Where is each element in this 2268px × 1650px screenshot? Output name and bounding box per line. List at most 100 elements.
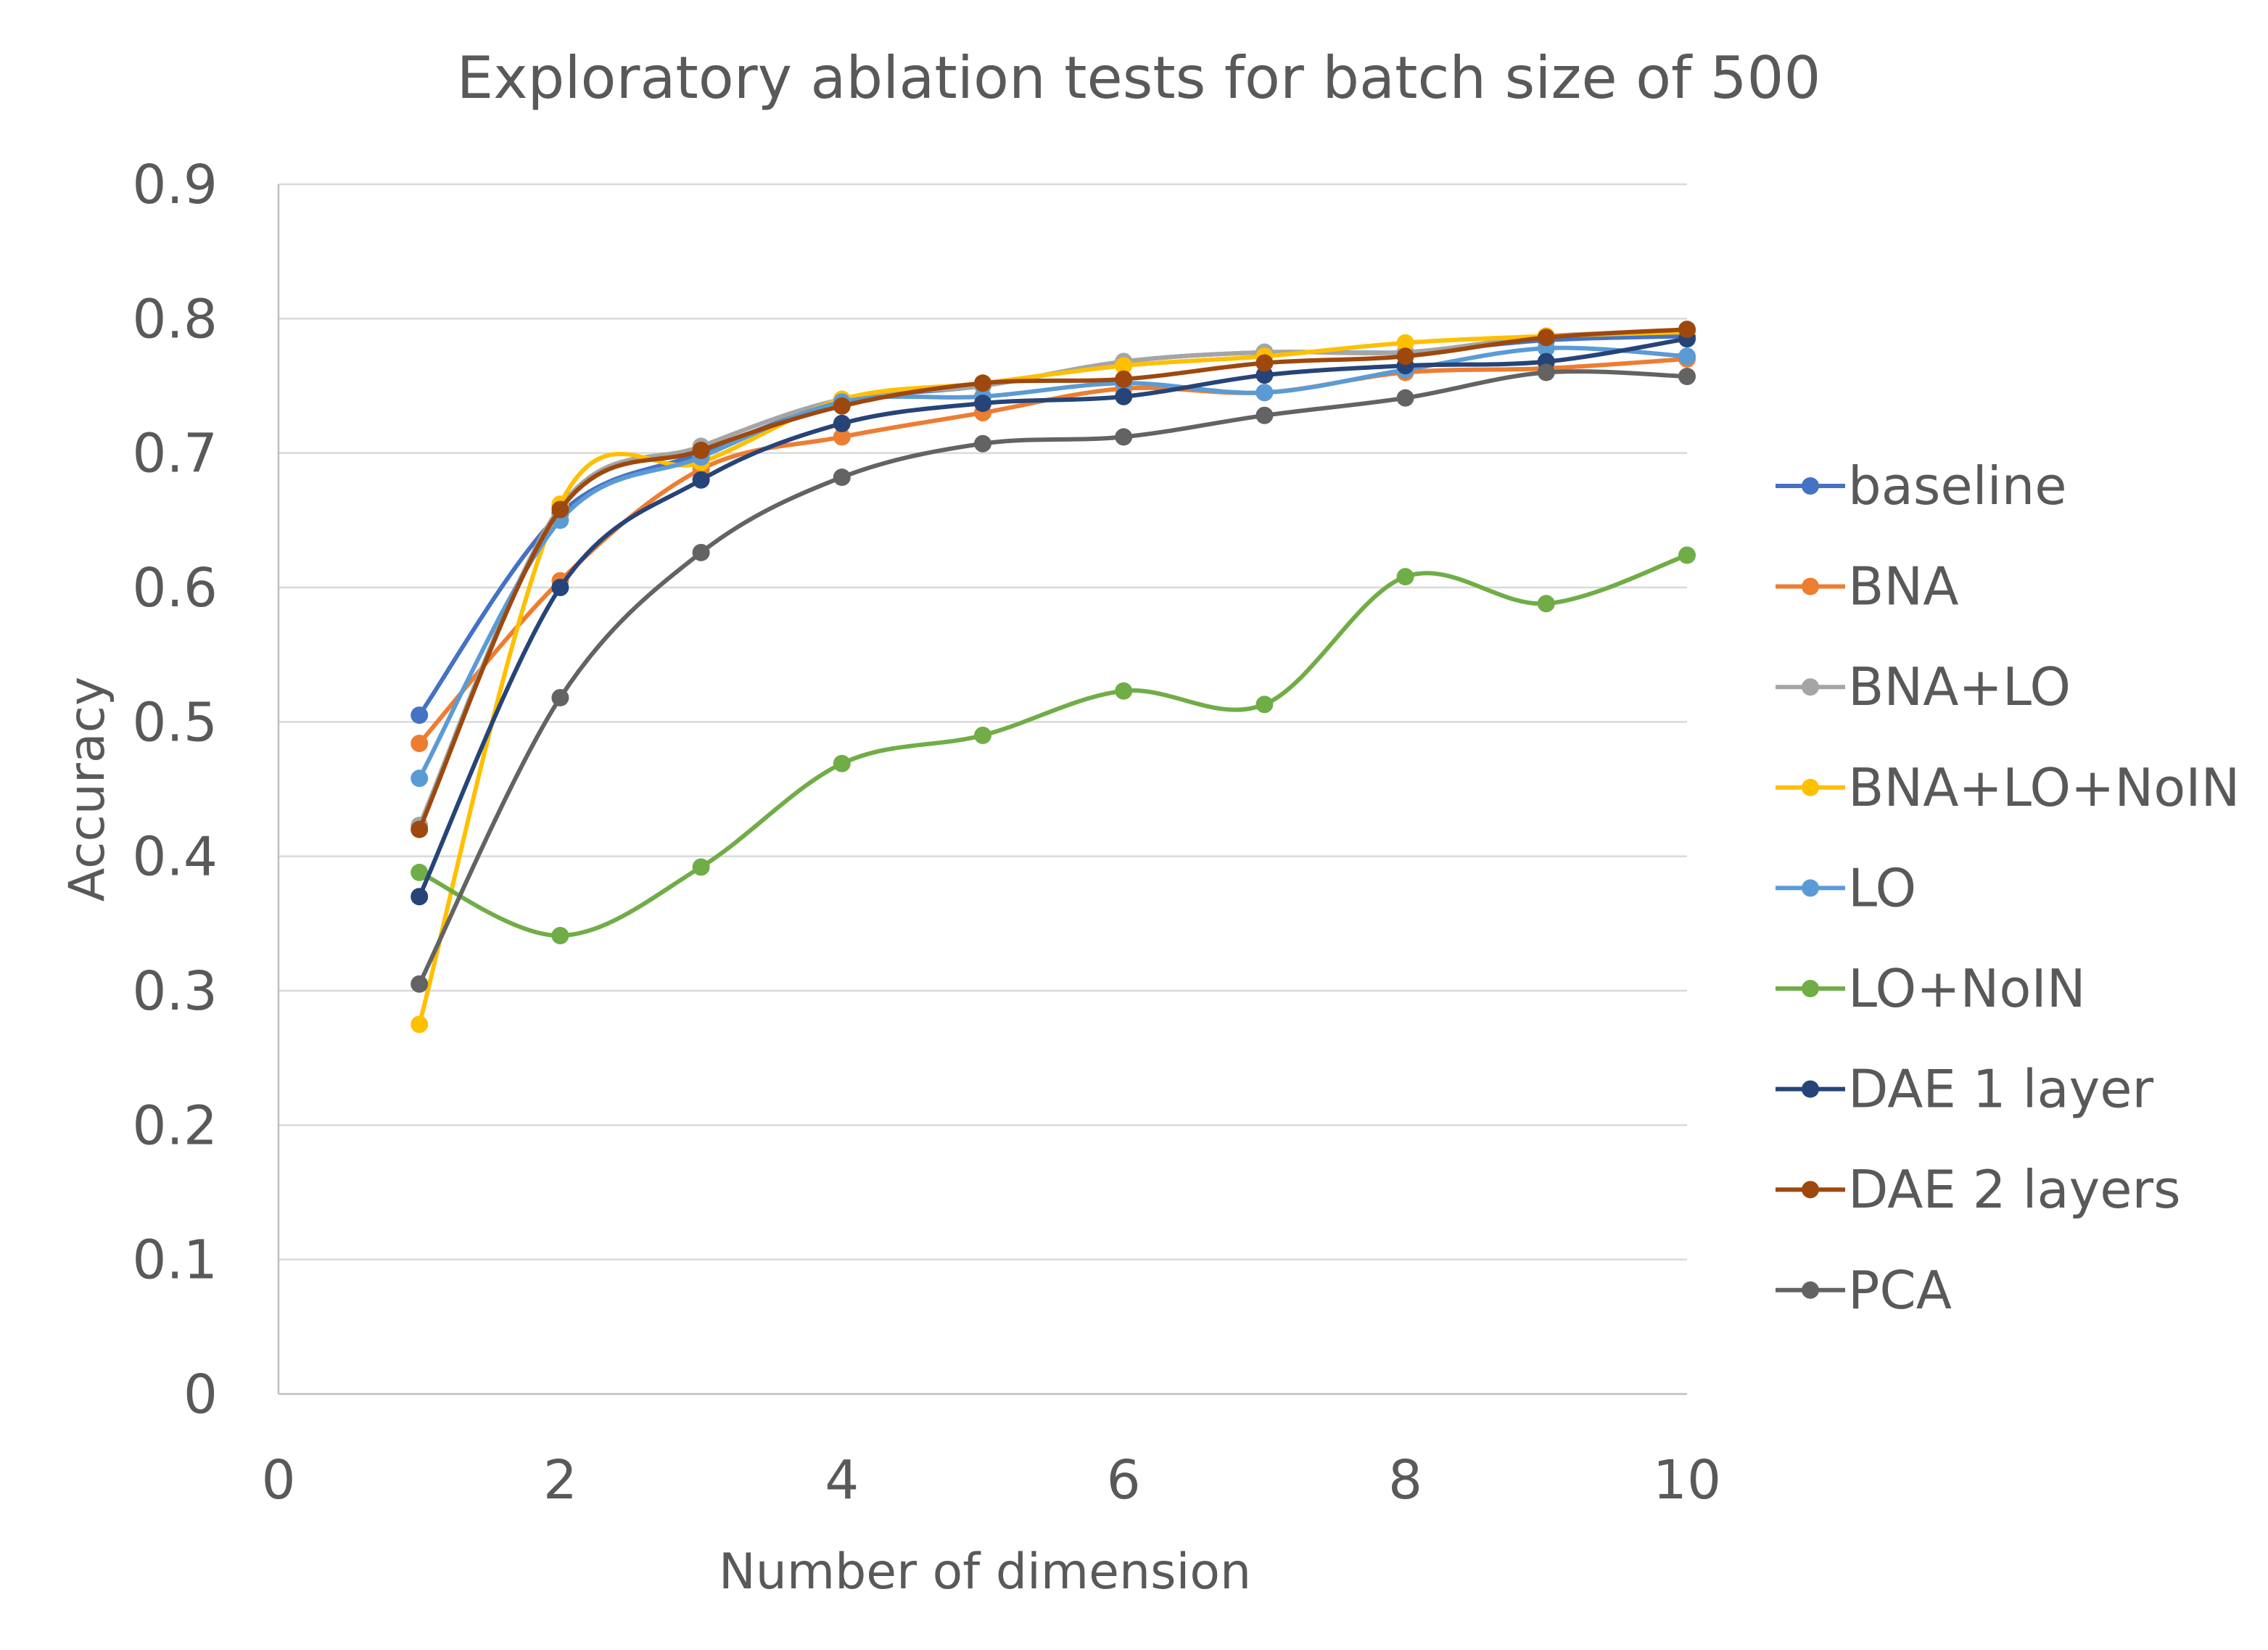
data-point [411,863,429,881]
legend-swatch-marker [1802,1281,1819,1299]
data-point [551,927,569,945]
data-point [1396,568,1414,586]
data-point [1396,334,1414,352]
legend-item-bna-lo-noin[interactable]: BNA+LO+NoIN [1776,757,2240,818]
series-bna [411,350,1696,752]
y-tick-label: 0.5 [132,691,218,754]
series-pca [411,363,1696,993]
y-tick-label: 0.4 [132,826,218,888]
data-point [692,543,710,561]
x-tick-label: 10 [1653,1449,1721,1511]
data-point [1396,389,1414,407]
data-point [1678,546,1696,564]
series-line-baseline [417,334,1689,718]
data-point [1115,682,1133,700]
axes [277,184,1687,1395]
legend-label: baseline [1848,455,2067,516]
data-point [411,1015,429,1034]
y-tick-label: 0.3 [132,960,218,1023]
legend[interactable]: baseline BNA BNA+LO BNA+LO+NoIN LO LO+NoIN DAE… [1776,455,2240,1321]
series-line-bna [417,356,1689,746]
series-line-bna-lo [417,329,1689,828]
legend-swatch-marker [1802,1181,1819,1199]
y-tick-label: 0.6 [132,557,218,619]
data-point [551,500,569,519]
data-point [1537,595,1555,613]
x-axis-tick-labels: 0 2 4 6 8 10 [261,1449,1721,1511]
series-line-dae-2-layers [417,327,1689,832]
y-tick-label: 0.1 [132,1229,218,1292]
series-lo-noin [411,546,1696,945]
legend-label: BNA [1848,556,1959,617]
legend-item-baseline[interactable]: baseline [1776,455,2067,516]
data-point [1537,363,1555,381]
data-point [1678,368,1696,386]
data-point [551,688,569,706]
x-axis-title: Number of dimension [719,1543,1251,1601]
data-point [411,975,429,993]
y-axis-tick-labels: 0 0.1 0.2 0.3 0.4 0.5 0.6 0.7 0.8 0.9 [132,154,218,1426]
data-point [974,726,991,744]
data-point [411,706,429,725]
legend-item-lo-noin[interactable]: LO+NoIN [1776,958,2086,1019]
legend-item-bna[interactable]: BNA [1776,556,1959,617]
legend-swatch-marker [1802,879,1819,897]
data-point [692,858,710,876]
data-point [1115,387,1133,405]
data-point [1255,354,1274,372]
legend-label: DAE 1 layer [1848,1059,2154,1120]
gridlines [279,183,1687,1261]
legend-swatch-marker [1802,778,1819,796]
data-point [1115,370,1133,388]
data-point [974,395,991,413]
series-line-lo-noin [417,553,1689,939]
data-point [1537,329,1555,347]
data-point [1115,428,1133,446]
series-line-lo [417,345,1689,781]
legend-item-pca[interactable]: PCA [1776,1260,1952,1321]
data-point [411,734,429,752]
series-lines [411,321,1696,1034]
data-point [1115,357,1133,375]
data-point [974,434,991,453]
legend-label: DAE 2 layers [1848,1159,2181,1220]
data-point [411,770,429,788]
legend-swatch-marker [1802,577,1819,595]
series-line-pca [417,369,1689,986]
legend-label: LO [1848,857,1916,918]
data-point [411,820,429,838]
legend-swatch-marker [1802,980,1819,997]
series-dae-1-layer [411,330,1696,906]
x-tick-label: 0 [261,1449,295,1511]
legend-label: PCA [1848,1260,1952,1321]
x-tick-label: 8 [1388,1449,1422,1511]
y-tick-label: 0.7 [132,423,218,485]
legend-label: LO+NoIN [1848,958,2086,1019]
y-tick-label: 0.9 [132,154,218,216]
data-point [833,754,851,772]
legend-item-bna-lo[interactable]: BNA+LO [1776,656,2071,717]
legend-swatch-marker [1802,477,1819,495]
data-point [1255,406,1274,424]
data-point [692,441,710,459]
legend-swatch-marker [1802,678,1819,696]
legend-item-dae-2-layers[interactable]: DAE 2 layers [1776,1159,2181,1220]
data-point [833,469,851,487]
legend-item-dae-1-layer[interactable]: DAE 1 layer [1776,1059,2154,1120]
y-tick-label: 0.2 [132,1094,218,1157]
y-axis-title: Accuracy [59,677,116,902]
series-line-dae-1-layer [417,337,1689,899]
x-tick-label: 6 [1107,1449,1141,1511]
y-tick-label: 0 [183,1364,218,1426]
data-point [833,428,851,446]
x-tick-label: 4 [825,1449,859,1511]
legend-label: BNA+LO+NoIN [1848,757,2240,818]
legend-swatch-marker [1802,1080,1819,1098]
legend-label: BNA+LO [1848,656,2071,717]
data-point [1255,366,1274,384]
legend-item-lo[interactable]: LO [1776,857,1916,918]
data-point [1678,321,1696,339]
y-tick-label: 0.8 [132,288,218,350]
